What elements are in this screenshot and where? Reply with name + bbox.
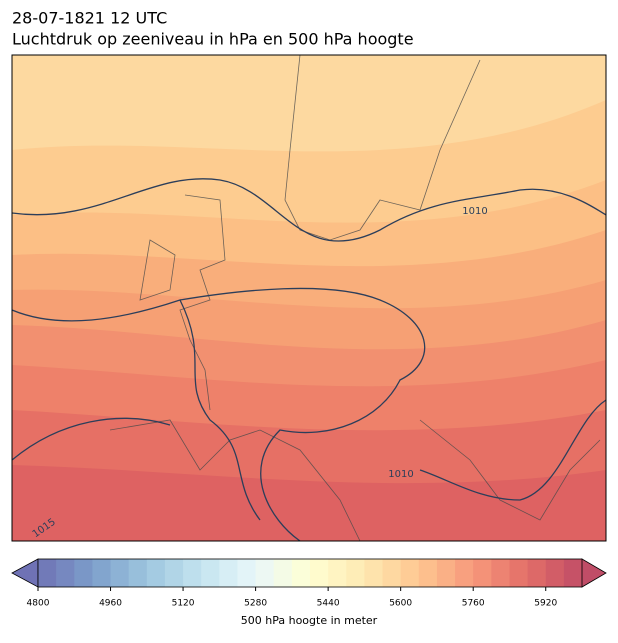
- colorbar-segment: [491, 559, 510, 587]
- colorbar-segment: [273, 559, 293, 587]
- colorbar-segment: [436, 559, 456, 587]
- map: 1010 1010 1015: [11, 54, 607, 542]
- colorbar-tick-label: 5120: [172, 599, 195, 609]
- colorbar-segment: [219, 559, 238, 587]
- subtitle: Luchtdruk op zeeniveau in hPa en 500 hPa…: [12, 30, 414, 49]
- colorbar-segment: [56, 559, 75, 587]
- colorbar-segment: [527, 559, 547, 587]
- colorbar-segment: [455, 559, 474, 587]
- colorbar-segment: [473, 559, 492, 587]
- colorbar-tick-label: 4800: [27, 599, 50, 609]
- title: 28-07-1821 12 UTC: [12, 9, 167, 28]
- colorbar-segment: [74, 559, 93, 587]
- colorbar-segment: [509, 559, 529, 587]
- contour-label: 1010: [388, 469, 413, 480]
- colorbar-segment: [545, 559, 565, 587]
- colorbar-segment: [237, 559, 257, 587]
- colorbar-tick-label: 5760: [462, 599, 485, 609]
- colorbar-segment: [128, 559, 148, 587]
- colorbar-segment: [201, 559, 220, 587]
- colorbar-segment: [291, 559, 311, 587]
- colorbar: 4800 4960 5120 5280 5440 5600 5760 5920: [11, 558, 607, 609]
- colorbar-extend: [581, 558, 607, 588]
- colorbar-segment: [255, 559, 275, 587]
- colorbar-extend: [11, 558, 39, 588]
- colorbar-tick-label: 4960: [99, 599, 122, 609]
- contour-label: 1010: [462, 206, 487, 217]
- colorbar-label: 500 hPa hoogte in meter: [241, 614, 378, 627]
- colorbar-tick-label: 5440: [317, 599, 340, 609]
- colorbar-tick-label: 5600: [389, 599, 412, 609]
- colorbar-segment: [92, 559, 112, 587]
- colorbar-segment: [418, 559, 438, 587]
- colorbar-segment: [382, 559, 402, 587]
- colorbar-segment: [310, 559, 329, 587]
- colorbar-segment: [146, 559, 166, 587]
- colorbar-frame: [37, 558, 583, 588]
- colorbar-segment: [364, 559, 384, 587]
- colorbar-segment: [346, 559, 365, 587]
- colorbar-segment: [563, 559, 583, 587]
- colorbar-tick-label: 5920: [534, 599, 557, 609]
- colorbar-segment: [183, 559, 202, 587]
- colorbar-segment: [164, 559, 184, 587]
- colorbar-segment: [110, 559, 130, 587]
- colorbar-tick-label: 5280: [244, 599, 267, 609]
- colorbar-segment: [400, 559, 420, 587]
- colorbar-segment: [38, 559, 57, 587]
- colorbar-segment: [328, 559, 347, 587]
